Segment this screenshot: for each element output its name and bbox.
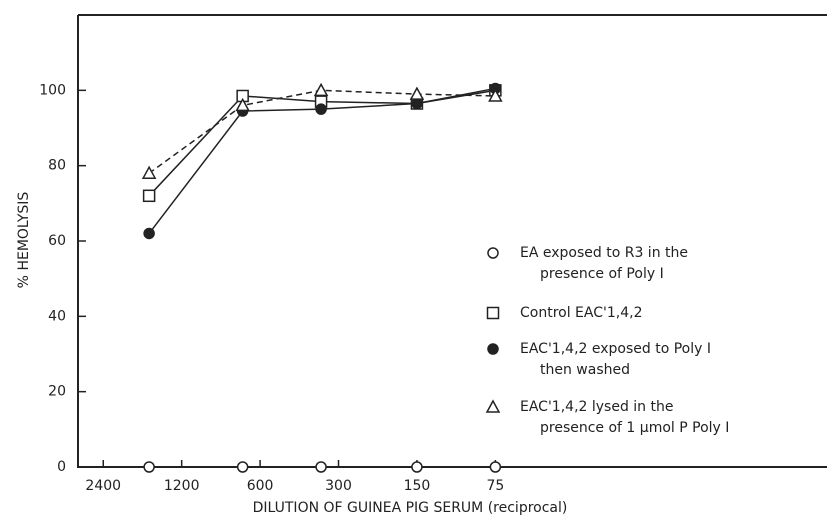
- legend-marker: [485, 399, 501, 413]
- x-tick-label: 300: [325, 478, 352, 494]
- y-tick-label: 40: [48, 308, 66, 324]
- frame: [77, 14, 827, 468]
- marker: [141, 165, 157, 179]
- y-tick-label: 60: [48, 233, 66, 249]
- legend-label: Control EAC'1,4,2: [520, 305, 642, 321]
- y-tick-label: 100: [39, 82, 66, 98]
- marker: [315, 461, 327, 473]
- y-tick-label: 80: [48, 158, 66, 174]
- marker: [488, 88, 503, 102]
- legend-marker: [487, 247, 499, 259]
- marker: [235, 97, 250, 112]
- y-tick-label: 20: [48, 384, 66, 400]
- marker: [411, 461, 423, 473]
- x-tick-label: 600: [247, 478, 274, 494]
- legend-label: EA exposed to R3 in the presence of Poly …: [520, 245, 688, 282]
- x-axis-label: DILUTION OF GUINEA PIG SERUM (reciprocal…: [253, 500, 568, 516]
- y-tick-label: 0: [57, 459, 66, 475]
- y-axis-label: % HEMOLYSIS: [16, 192, 32, 289]
- legend-label: EAC'1,4,2 lysed in the presence of 1 µmol…: [520, 399, 729, 436]
- marker: [315, 103, 327, 115]
- marker: [313, 82, 329, 97]
- marker: [409, 86, 425, 100]
- x-tick-label: 150: [404, 478, 431, 494]
- marker: [236, 461, 249, 473]
- marker: [143, 227, 155, 240]
- marker: [143, 461, 155, 473]
- x-tick-label: 2400: [85, 478, 121, 494]
- x-tick-label: 75: [486, 478, 504, 494]
- marker: [489, 461, 502, 473]
- legend-marker: [487, 343, 499, 355]
- legend-marker: [486, 306, 500, 320]
- marker: [411, 97, 423, 110]
- x-tick-label: 1200: [164, 478, 200, 494]
- marker: [142, 189, 156, 203]
